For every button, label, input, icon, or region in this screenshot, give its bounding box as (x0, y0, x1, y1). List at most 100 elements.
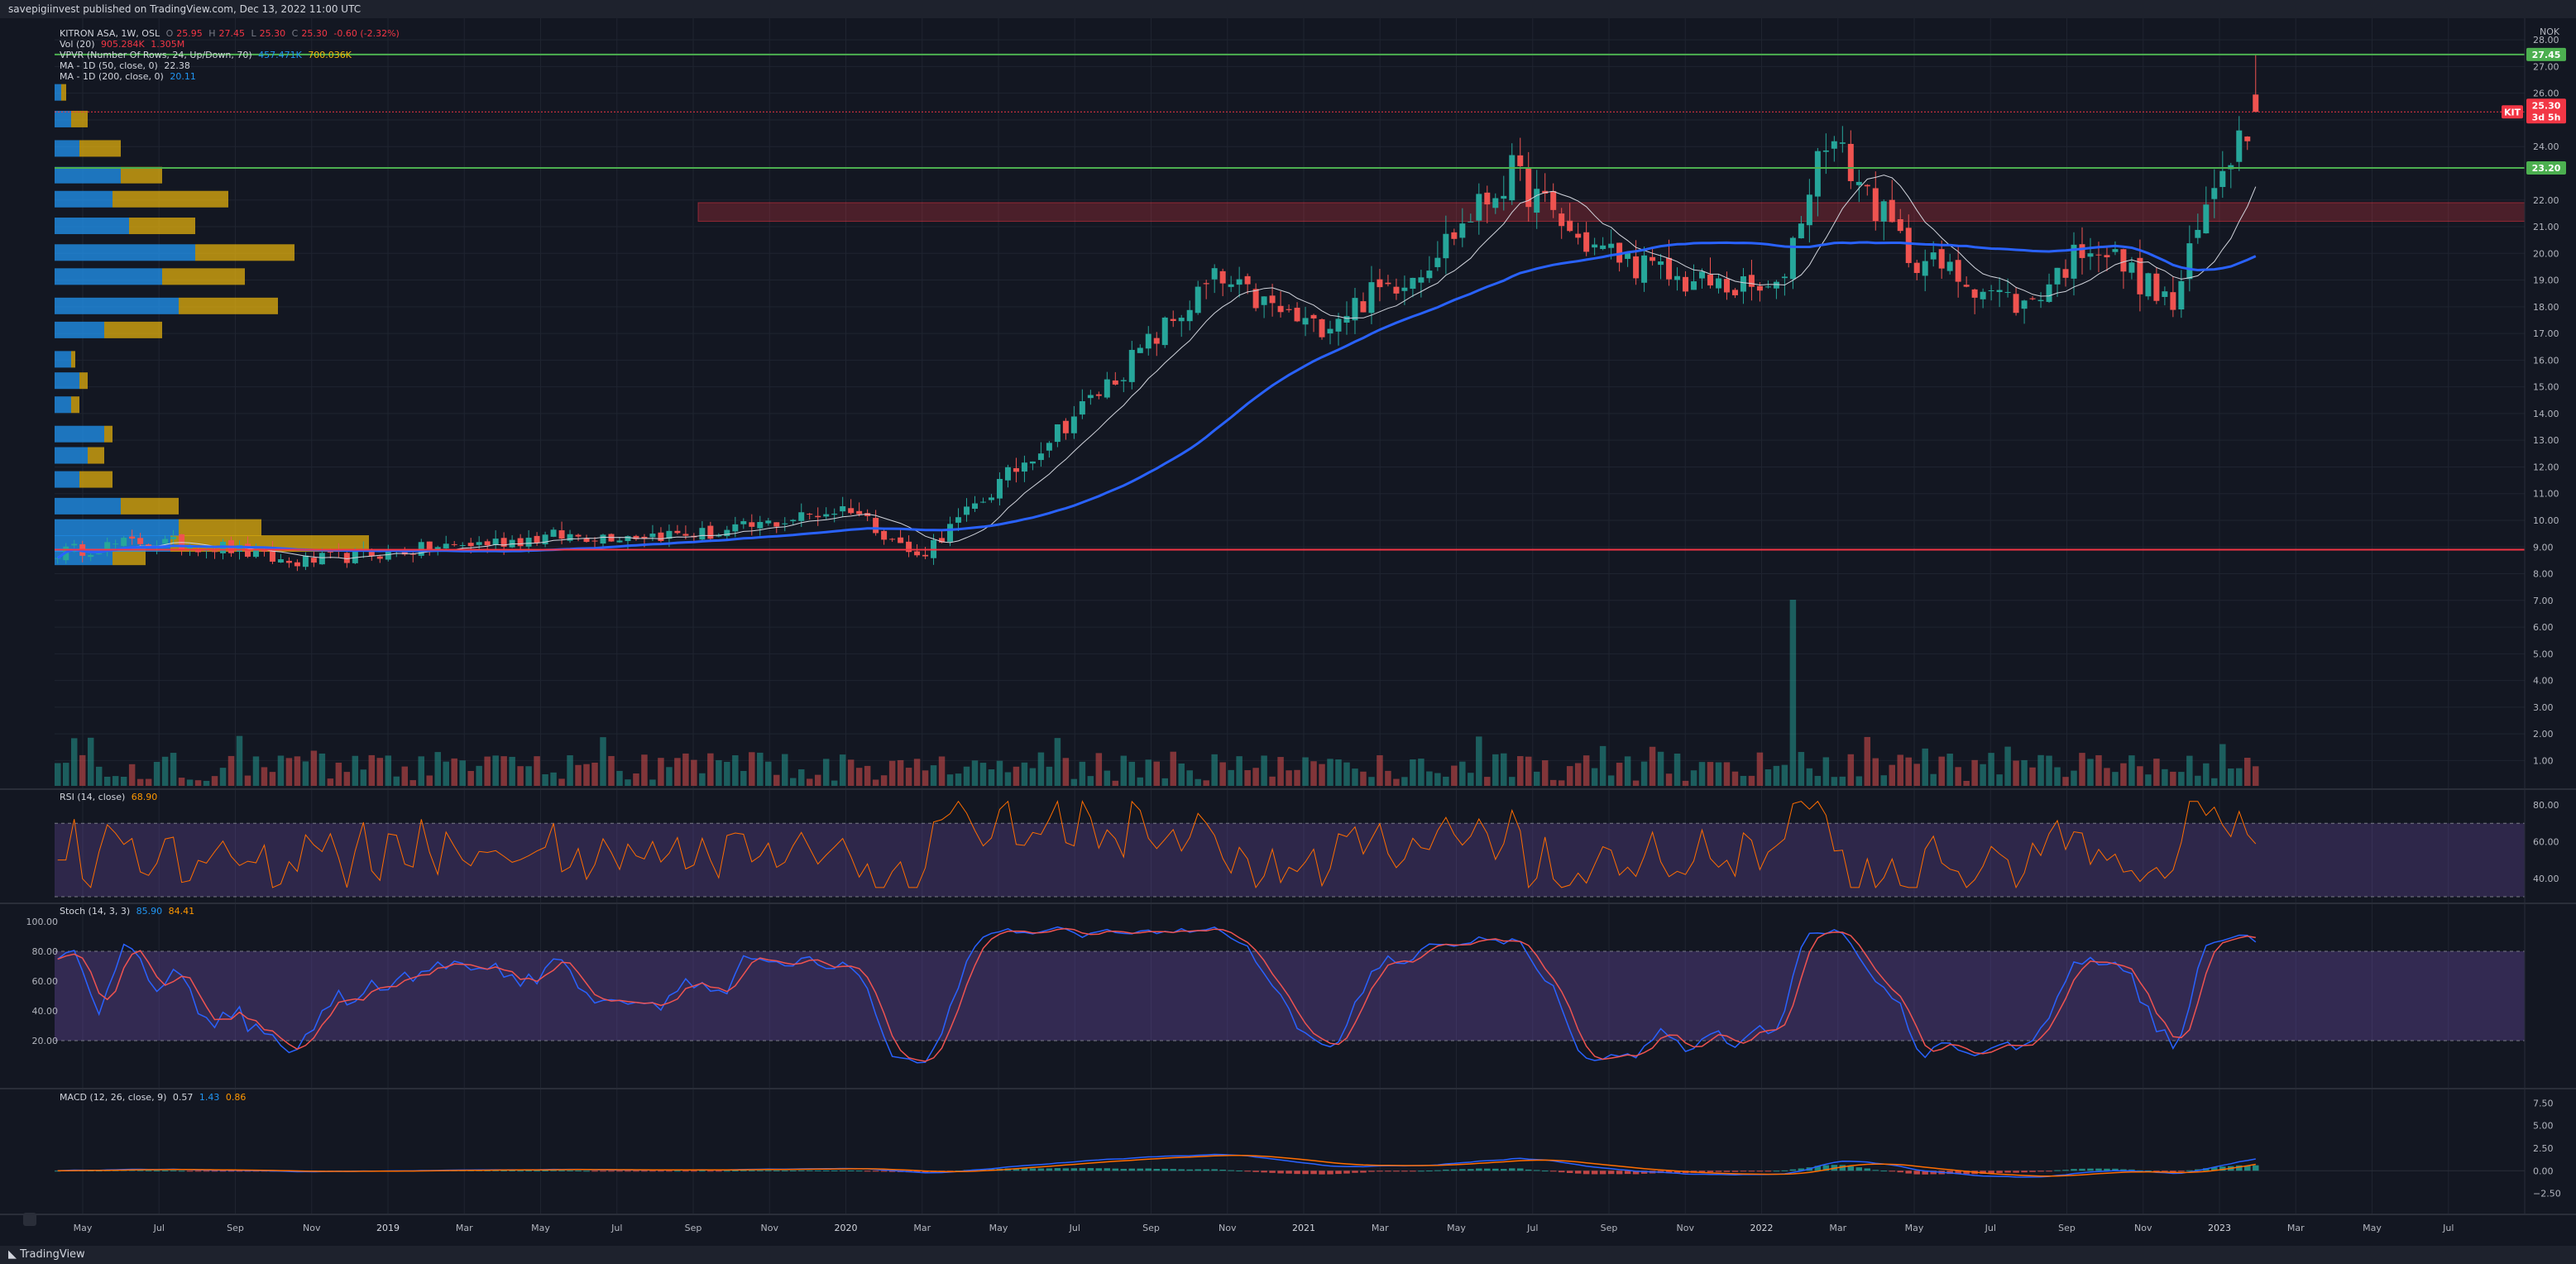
volume-bar (352, 755, 359, 786)
candle-body (237, 544, 242, 552)
price-tick-label: 19.00 (2533, 275, 2559, 286)
volume-bar (1773, 765, 1780, 786)
volume-bar (905, 768, 912, 786)
vpvr-up-bar (55, 190, 113, 208)
volume-bar (1715, 762, 1722, 786)
candle-body (2013, 294, 2019, 314)
candle-body (2178, 280, 2185, 310)
time-axis-settings-button[interactable] (23, 1213, 36, 1226)
volume-bar (707, 753, 714, 786)
symbol-label: KITRON ASA, 1W, OSL (60, 28, 160, 39)
volume-bar (1533, 771, 1540, 786)
macd-histogram-bar (1468, 1169, 1474, 1171)
candle-body (732, 524, 739, 532)
volume-bar (2095, 754, 2102, 786)
macd-histogram-bar (1195, 1169, 1201, 1171)
candle-body (2137, 257, 2143, 294)
candle-body (1393, 286, 1400, 294)
volume-bar (1723, 762, 1731, 786)
macd-histogram-bar (1219, 1169, 1226, 1171)
candle-body (1037, 453, 1044, 461)
macd-pane (55, 1153, 2525, 1178)
candle-body (682, 534, 689, 536)
volume-bar (2054, 767, 2061, 786)
volume-bar (517, 766, 524, 786)
candle-body (2021, 300, 2028, 309)
volume-bar (1310, 761, 1317, 786)
volume-bar (988, 769, 995, 786)
macd-histogram-bar (1104, 1168, 1111, 1171)
vpvr-up-bar (55, 425, 104, 443)
macd-histogram-bar (1294, 1171, 1300, 1175)
volume-bar (2029, 767, 2036, 786)
volume-bar (1591, 768, 1598, 786)
volume-bar (1252, 768, 1259, 786)
volume-bar (1459, 761, 1466, 786)
candle-body (1534, 189, 1540, 213)
candle-body (426, 541, 433, 552)
volume-bar (1286, 770, 1292, 786)
volume-bar (252, 756, 260, 786)
macd-histogram-bar (2021, 1171, 2028, 1173)
volume-bar (178, 778, 185, 786)
macd-histogram-bar (1286, 1171, 1292, 1174)
candle-body (1319, 318, 1325, 338)
macd-histogram-bar (1120, 1168, 1128, 1171)
volume-bar (1624, 756, 1631, 786)
candle-body (1079, 401, 1085, 415)
macd-histogram-bar (1054, 1168, 1061, 1171)
candle-body (1112, 380, 1118, 385)
candle-body (1773, 281, 1779, 289)
candle-body (740, 521, 747, 524)
volume-bar (1095, 753, 1103, 786)
volume-bar (996, 760, 1003, 786)
candle-body (1484, 192, 1491, 205)
macd-histogram-bar (1277, 1171, 1284, 1174)
vpvr-up-bar (55, 84, 61, 101)
volume-bar (2087, 759, 2094, 786)
volume-bar (847, 759, 855, 786)
candle-body (616, 540, 623, 543)
volume-bar (773, 774, 780, 786)
time-tick-label: 2020 (835, 1223, 858, 1233)
macd-tick-label: −2.50 (2533, 1189, 2561, 1199)
price-tick-label: 16.00 (2533, 355, 2559, 366)
vpvr-down-bar (71, 396, 79, 414)
candle-body (2253, 94, 2259, 113)
volume-bar (409, 780, 417, 786)
volume-bar (2186, 755, 2193, 786)
macd-histogram-bar (1582, 1171, 1590, 1175)
candle-body (1021, 462, 1027, 472)
footer-bar: ◣ TradingView (0, 1246, 2576, 1264)
candle-body (113, 543, 119, 545)
volume-bar (682, 753, 689, 786)
candle-body (2037, 299, 2044, 302)
volume-bar (1343, 762, 1350, 786)
candle-body (443, 543, 449, 548)
candle-body (1170, 318, 1176, 322)
stoch-label: Stoch (14, 3, 3) (60, 906, 131, 917)
candle-body (1343, 316, 1350, 323)
volume-bar (1054, 738, 1061, 786)
volume-bar (1302, 757, 1309, 786)
volume-bar (1492, 754, 1499, 786)
volume-bar (87, 737, 94, 786)
volume-bar (1137, 777, 1144, 786)
price-tag-last-bg (2526, 98, 2566, 124)
volume-bar (2112, 772, 2119, 786)
candle-body (1070, 416, 1077, 433)
macd-histogram-bar (1451, 1169, 1458, 1171)
volume-bar (1789, 600, 1797, 786)
volume-bar (2137, 766, 2143, 786)
candle-body (2195, 229, 2201, 238)
volume-bar (1161, 778, 1168, 786)
volume-bar (1401, 777, 1408, 786)
macd-histogram-bar (1327, 1171, 1333, 1175)
candle-body (633, 535, 639, 539)
chart-canvas[interactable]: 28.0027.0026.0025.0024.0022.0021.0020.00… (0, 18, 2576, 1246)
volume-bar (2013, 760, 2019, 786)
vpvr-up-bar (55, 519, 179, 536)
vol-value: 905.284K (101, 39, 145, 50)
time-tick-label: Jul (610, 1223, 622, 1233)
